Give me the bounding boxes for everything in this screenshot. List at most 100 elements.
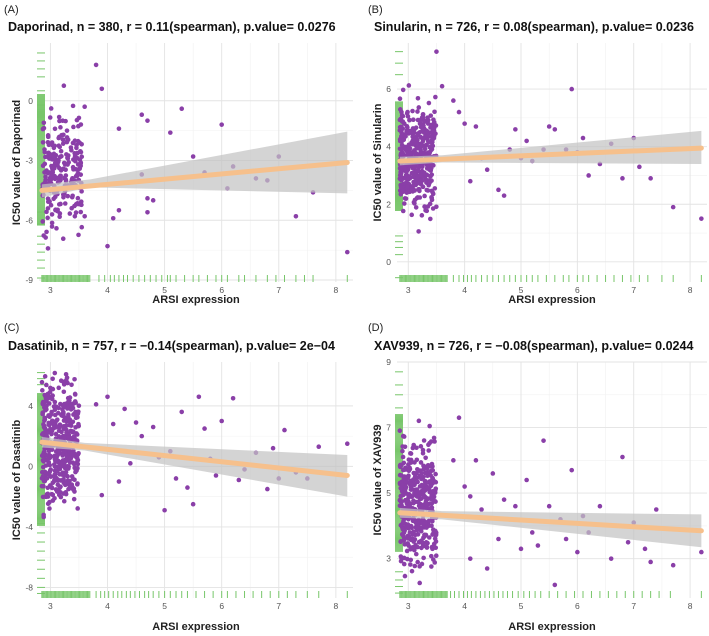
data-point (60, 137, 66, 142)
data-point (59, 463, 64, 469)
data-point (48, 412, 54, 417)
data-point (82, 104, 87, 110)
y-tick-label: 7 (386, 423, 391, 433)
data-point (426, 162, 431, 168)
data-point (67, 460, 73, 465)
data-point (105, 243, 110, 249)
data-point (62, 201, 68, 206)
data-point (76, 232, 81, 238)
data-point (43, 174, 48, 180)
panel-a: (A) Daporinad, n = 380, r = 0.11(spearman… (4, 4, 353, 306)
data-point (53, 431, 59, 437)
data-point (57, 165, 62, 171)
data-point (428, 439, 434, 444)
data-point (219, 418, 224, 424)
data-point (417, 151, 423, 157)
data-point (670, 562, 676, 568)
data-point (401, 460, 407, 466)
data-point (72, 391, 78, 397)
data-point (401, 434, 407, 439)
data-point (467, 494, 473, 499)
y-tick-label: -6 (25, 215, 33, 225)
data-point (513, 127, 518, 132)
data-point (398, 493, 404, 499)
x-tick-label: 3 (48, 285, 53, 295)
data-point (40, 452, 45, 458)
data-point (429, 461, 435, 467)
data-point (61, 166, 66, 172)
grid (397, 361, 707, 598)
panel-d: (D) XAV939, n = 726, r = −0.08(spearman),… (368, 322, 707, 633)
data-point (418, 460, 424, 465)
data-point (427, 144, 433, 150)
data-point (398, 522, 404, 528)
data-point (64, 135, 70, 140)
data-point (45, 206, 51, 211)
data-point (415, 132, 421, 137)
data-point (546, 124, 552, 129)
data-point (105, 394, 110, 400)
data-point (419, 482, 425, 488)
data-point (431, 435, 437, 441)
data-point (409, 128, 414, 134)
data-point (52, 194, 58, 200)
data-point (75, 150, 80, 156)
data-point (316, 444, 322, 450)
data-point (54, 455, 59, 460)
data-point (424, 208, 430, 214)
data-point (413, 551, 419, 557)
data-point (79, 189, 84, 194)
x-tick-label: 4 (105, 601, 110, 611)
x-tick-label: 8 (334, 601, 339, 611)
data-point (44, 457, 50, 463)
data-point (414, 487, 420, 492)
data-point (416, 418, 422, 424)
chart-title: Dasatinib, n = 757, r = −0.14(spearman),… (8, 339, 335, 353)
data-point (66, 399, 71, 404)
scatter-points (397, 49, 704, 234)
data-point (47, 426, 53, 432)
data-point (405, 152, 410, 158)
data-point (409, 568, 415, 574)
data-point (41, 483, 46, 489)
data-point (70, 140, 76, 146)
data-point (56, 114, 62, 120)
data-point (68, 145, 74, 150)
data-point (407, 117, 412, 123)
x-tick-label: 7 (631, 601, 636, 611)
data-point (66, 412, 71, 417)
data-point (99, 86, 105, 92)
data-point (428, 483, 434, 489)
data-point (344, 249, 350, 255)
data-point (56, 405, 61, 411)
x-tick-label: 3 (406, 601, 411, 611)
y-tick-label: 0 (386, 257, 391, 267)
y-axis-label: IC50 value of Dasatinib (11, 420, 23, 541)
data-point (608, 556, 614, 561)
data-point (424, 485, 430, 490)
data-point (213, 473, 219, 478)
data-point (72, 213, 78, 219)
data-point (61, 491, 66, 496)
data-point (73, 210, 79, 215)
data-point (219, 122, 224, 127)
x-tick-label: 4 (462, 601, 467, 611)
data-point (56, 135, 61, 141)
data-point (398, 191, 404, 197)
data-point (61, 132, 66, 138)
data-point (344, 441, 350, 446)
data-point (397, 462, 403, 468)
chart-title: Sinularin, n = 726, r = 0.08(spearman), … (374, 20, 694, 34)
data-point (402, 573, 408, 579)
data-point (70, 476, 76, 482)
data-point (46, 170, 52, 175)
data-point (432, 439, 437, 444)
data-point (179, 409, 185, 415)
data-point (400, 454, 406, 460)
data-point (402, 146, 407, 151)
data-point (427, 180, 432, 185)
data-point (190, 501, 196, 507)
data-point (76, 421, 81, 427)
data-point (67, 395, 73, 400)
